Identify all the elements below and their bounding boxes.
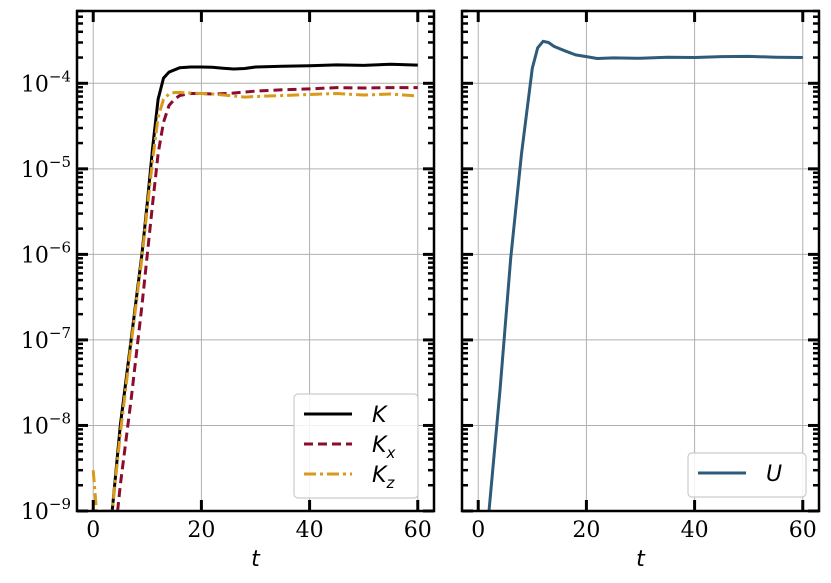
plot-frame: [75, 9, 436, 513]
legend: U: [687, 452, 807, 498]
x-tick-label: 60: [404, 518, 432, 543]
legend-label: U: [766, 462, 782, 487]
y-tick-label: 10−5: [21, 153, 71, 183]
y-tick-label: 10−7: [21, 324, 71, 354]
legend-label: K: [372, 403, 388, 428]
x-tick-label: 0: [471, 518, 485, 543]
legend-label: Kz: [372, 463, 395, 492]
series-line-u: [487, 39, 803, 511]
x-tick-label: 40: [296, 518, 324, 543]
x-tick-label: 0: [86, 518, 100, 543]
series-line-kx: [116, 86, 418, 511]
x-tick-label: 20: [187, 518, 215, 543]
x-axis-title: t: [251, 547, 261, 572]
y-tick-label: 10−8: [21, 409, 71, 439]
y-tick-label: 10−4: [21, 67, 71, 97]
series-group: [487, 39, 803, 511]
legend-label: Kx: [372, 433, 395, 462]
plot-frame: [460, 9, 821, 513]
series-line-kz: [91, 91, 418, 511]
y-tick-label: 10−6: [21, 238, 71, 268]
legend-box: [687, 452, 807, 498]
series-group: [91, 62, 418, 511]
legend-box: [293, 393, 419, 499]
x-tick-label: 40: [681, 518, 709, 543]
x-tick-label: 20: [572, 518, 600, 543]
y-tick-label: 10−9: [21, 495, 71, 525]
x-axis-title: t: [636, 547, 646, 572]
x-tick-label: 60: [789, 518, 817, 543]
panel-2: 0 20 40 60 t U: [460, 9, 821, 572]
